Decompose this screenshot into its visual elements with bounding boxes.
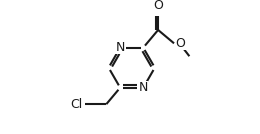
Text: N: N xyxy=(139,81,148,94)
Text: O: O xyxy=(176,37,185,50)
Text: O: O xyxy=(153,0,163,12)
Text: Cl: Cl xyxy=(70,98,82,111)
Text: N: N xyxy=(115,41,125,54)
